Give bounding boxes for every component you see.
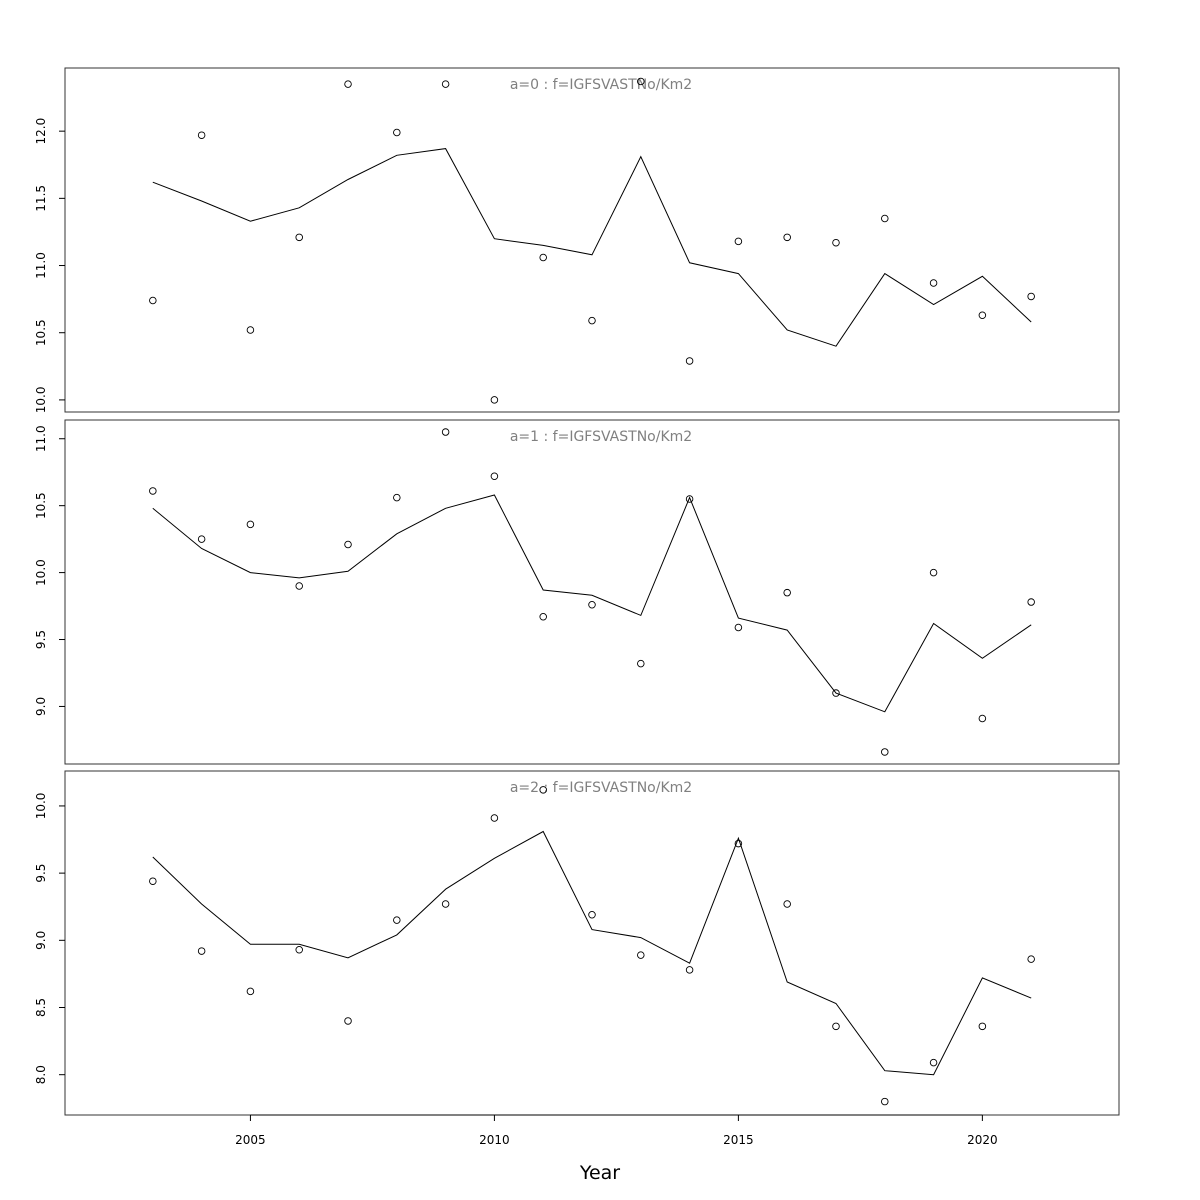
y-tick-label: 10.0	[34, 793, 48, 820]
x-tick-label: 2015	[723, 1133, 754, 1147]
x-tick-label: 2005	[235, 1133, 266, 1147]
observed-point	[490, 396, 499, 404]
x-tick-label: 2010	[479, 1133, 510, 1147]
observed-point	[344, 80, 352, 88]
panel-frame	[64, 67, 1120, 413]
observed-point	[832, 689, 840, 697]
observed-point	[149, 487, 157, 495]
observed-point	[246, 520, 255, 529]
observed-point	[246, 987, 255, 996]
observed-point	[393, 128, 401, 137]
x-tick-label: 2020	[967, 1133, 998, 1147]
observed-point	[783, 233, 791, 242]
observed-point	[588, 600, 596, 609]
observed-point	[197, 131, 206, 139]
observed-point	[393, 916, 401, 924]
observed-point	[978, 311, 987, 320]
observed-point	[929, 279, 938, 287]
observed-point	[295, 582, 303, 590]
panel-1: a=1 : f=IGFSVASTNo/Km2 9.0 9.5 10.0 10.5 11.0	[34, 419, 1120, 765]
observed-point	[978, 714, 987, 723]
observed-point	[734, 237, 743, 246]
observed-point	[246, 326, 255, 334]
observed-point	[734, 839, 743, 848]
fitted-line	[152, 830, 1032, 1076]
observed-point	[685, 495, 694, 503]
observed-point	[588, 316, 596, 325]
panel-2: a=2 : f=IGFSVASTNo/Km2 8.0 8.5 9.0 9.5 10.0	[34, 770, 1120, 1116]
y-tick-label: 9.0	[34, 697, 48, 716]
observed-point	[441, 428, 450, 436]
observed-point	[832, 1022, 840, 1031]
y-tick-label: 9.5	[34, 864, 48, 883]
y-tick-label: 12.0	[34, 118, 48, 145]
observed-point	[539, 253, 547, 262]
observed-point	[1027, 598, 1035, 606]
observed-point	[393, 493, 401, 502]
chart-panels: a=0 : f=IGFSVASTNo/Km2 10.0 10.5 11.0 11.5 12…	[34, 67, 1120, 1116]
fitted-line	[152, 148, 1032, 347]
observed-point	[637, 951, 645, 959]
fitted-line	[152, 494, 1032, 713]
observed-point	[539, 613, 547, 621]
y-tick-label: 11.0	[34, 252, 48, 279]
y-tick-label: 9.5	[34, 630, 48, 649]
observed-point	[929, 1058, 938, 1067]
observed-point	[295, 945, 303, 954]
panel-title: a=1 : f=IGFSVASTNo/Km2	[510, 429, 692, 445]
observed-point	[539, 786, 547, 794]
observed-point	[441, 900, 450, 908]
panel-0: a=0 : f=IGFSVASTNo/Km2 10.0 10.5 11.0 11.5 12…	[34, 67, 1120, 414]
panel-frame	[64, 419, 1120, 765]
y-tick-label: 8.0	[34, 1065, 48, 1084]
observed-point	[685, 966, 694, 974]
y-tick-label: 10.5	[34, 492, 48, 519]
panel-title: a=2 : f=IGFSVASTNo/Km2	[510, 780, 692, 796]
panel-frame	[64, 770, 1120, 1116]
observed-point	[344, 540, 352, 549]
observed-point	[881, 748, 889, 756]
observed-point	[783, 588, 791, 597]
observed-point	[637, 77, 645, 86]
observed-point	[344, 1017, 352, 1025]
x-axis: 2005 2010 2015 2020	[235, 1114, 998, 1147]
observed-point	[197, 535, 206, 543]
observed-point	[295, 233, 303, 242]
observed-point	[149, 296, 157, 305]
observed-point	[929, 568, 938, 577]
observed-point	[149, 877, 157, 885]
observed-point	[832, 238, 840, 247]
panel-title: a=0 : f=IGFSVASTNo/Km2	[510, 77, 692, 93]
observed-point	[637, 659, 645, 668]
observed-point	[881, 1097, 889, 1106]
x-axis-label: Year	[579, 1162, 620, 1184]
observed-point	[588, 911, 596, 919]
y-tick-label: 10.5	[34, 319, 48, 346]
observed-point	[783, 900, 791, 908]
observed-point	[1027, 292, 1035, 301]
y-tick-label: 11.5	[34, 185, 48, 212]
y-tick-label: 8.5	[34, 998, 48, 1017]
observed-point	[490, 814, 499, 822]
observed-point	[441, 80, 450, 88]
observed-point	[197, 947, 206, 955]
observed-point	[685, 357, 694, 365]
y-tick-label: 10.0	[34, 559, 48, 586]
y-tick-label: 9.0	[34, 931, 48, 950]
observed-point	[734, 623, 743, 632]
y-tick-label: 10.0	[34, 387, 48, 414]
y-tick-label: 11.0	[34, 425, 48, 452]
observed-point	[978, 1022, 987, 1031]
observed-point	[1027, 955, 1035, 963]
observed-point	[490, 472, 499, 480]
observed-point	[881, 214, 889, 223]
